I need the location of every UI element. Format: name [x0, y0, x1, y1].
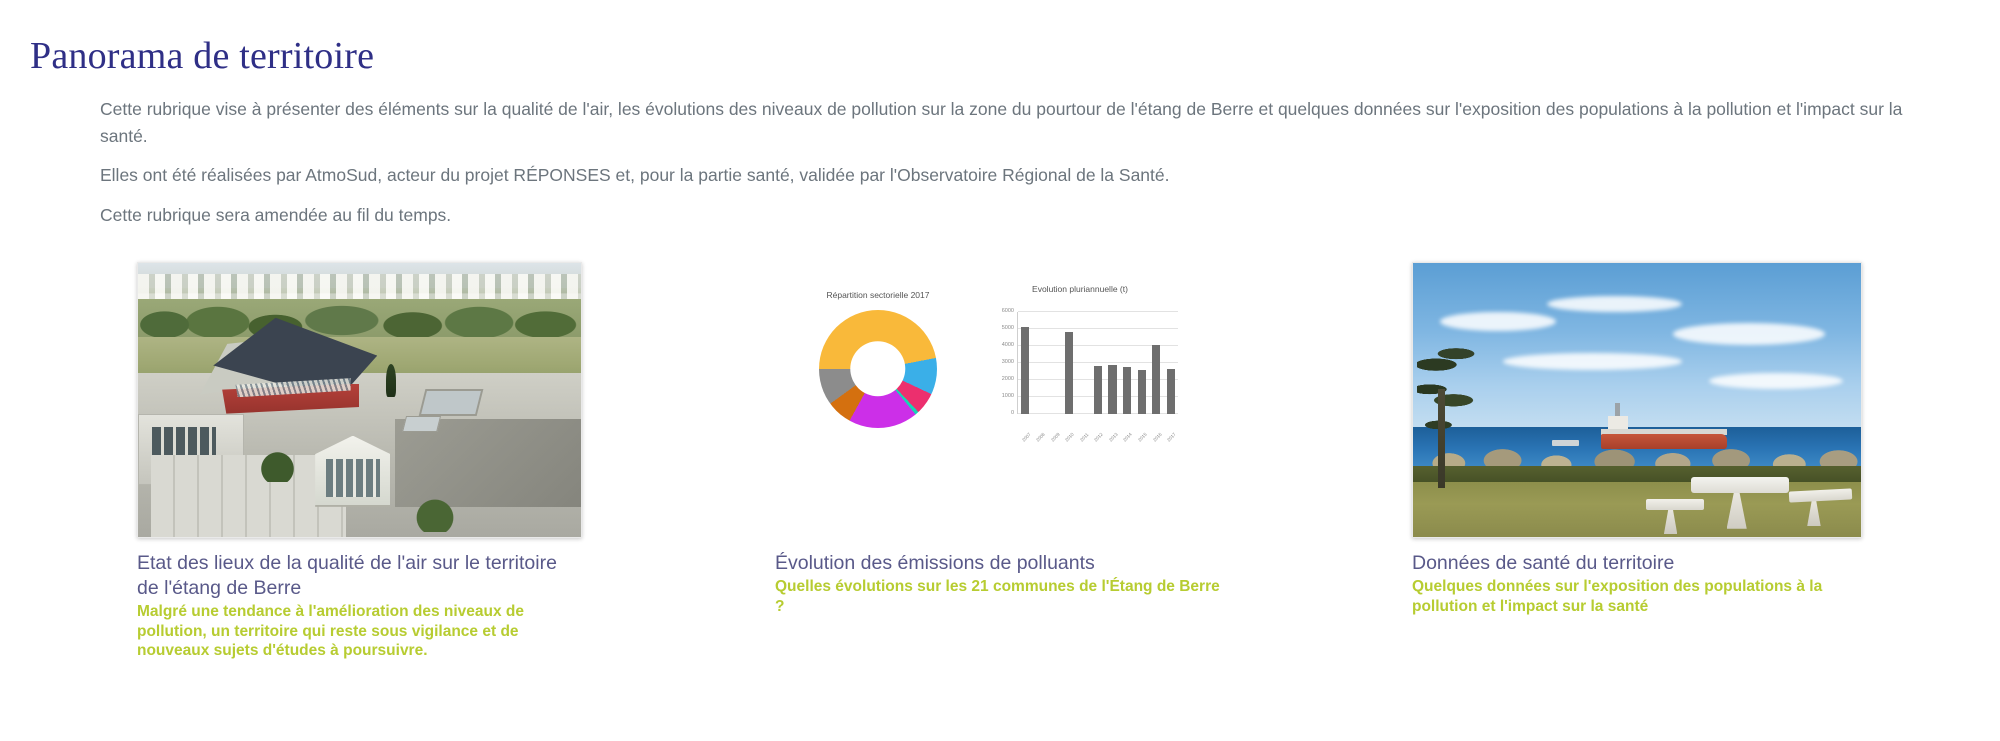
- card-grid: Etat des lieux de la qualité de l'air su…: [0, 262, 2000, 682]
- donut-ring: [819, 310, 937, 428]
- donut-chart: [819, 310, 937, 428]
- y-axis-tick-label: 1000: [1001, 393, 1014, 400]
- card-image-charts[interactable]: Répartition sectorielle 2017 Evolution p…: [775, 262, 1220, 538]
- photo-cloud: [1547, 295, 1682, 313]
- gridline: 4000: [1002, 342, 1178, 348]
- card-subtitle: Malgré une tendance à l'amélioration des…: [137, 602, 525, 660]
- y-axis-tick-label: 6000: [1001, 308, 1014, 314]
- x-axis-tick-label: 2016: [1151, 431, 1163, 443]
- card-image-seascape[interactable]: [1412, 262, 1862, 538]
- photo-skylight: [418, 389, 483, 417]
- intro-section: Cette rubrique vise à présenter des élém…: [100, 96, 1930, 228]
- card-subtitle: Quelques données sur l'exposition des po…: [1412, 577, 1823, 615]
- photo-shrub: [257, 449, 298, 483]
- gridline: 6000: [1002, 308, 1178, 314]
- x-axis-tick-label: 2015: [1136, 431, 1148, 443]
- y-axis-tick-label: 0: [1010, 410, 1014, 416]
- card-etat-des-lieux[interactable]: Etat des lieux de la qualité de l'air su…: [137, 262, 582, 661]
- gridline: 5000: [1002, 325, 1178, 331]
- bar: [1021, 327, 1030, 414]
- intro-paragraph-1: Cette rubrique vise à présenter des élém…: [100, 99, 1903, 146]
- bar-chart: 0 1000 2000 3000 4000 5000 6000 2007 2008 2009 201…: [985, 306, 1180, 446]
- photo-shrub: [412, 495, 457, 532]
- photo-ship-mast: [1614, 402, 1620, 420]
- photo-sky: [1413, 263, 1861, 433]
- bar: [1152, 345, 1161, 414]
- card-subtitle: Quelles évolutions sur les 21 communes d…: [775, 577, 1220, 615]
- x-axis-tick-label: 2013: [1107, 431, 1119, 443]
- donut-chart-title: Répartition sectorielle 2017: [826, 290, 930, 300]
- x-axis-tick-label: 2010: [1064, 431, 1076, 443]
- photo-skylight: [401, 416, 442, 433]
- bar: [1166, 368, 1175, 414]
- photo-cloud: [1708, 372, 1844, 390]
- photo-picnic-table: [1690, 476, 1790, 494]
- photo-cloud: [1672, 323, 1826, 346]
- photo-treeline: [138, 298, 581, 343]
- charts-figure: Répartition sectorielle 2017 Evolution p…: [775, 262, 1220, 538]
- x-axis-tick-label: 2012: [1093, 431, 1105, 443]
- card-title[interactable]: Etat des lieux de la qualité de l'air su…: [137, 552, 557, 599]
- x-axis-tick-label: 2007: [1020, 431, 1032, 443]
- x-axis-tick-label: 2011: [1078, 432, 1090, 443]
- photo-cypress-tree: [386, 364, 396, 398]
- aerial-building-photo: [138, 263, 581, 537]
- bar: [1137, 369, 1146, 414]
- photo-palm-trunk: [1437, 389, 1445, 488]
- intro-paragraph-2: Elles ont été réalisées par AtmoSud, act…: [100, 165, 1170, 186]
- bar: [1064, 332, 1073, 414]
- photo-cloud: [1502, 353, 1682, 370]
- photo-bench: [1645, 498, 1705, 510]
- intro-paragraph-3: Cette rubrique sera amendée au fil du te…: [100, 204, 452, 225]
- x-axis-tick-label: 2008: [1035, 431, 1046, 443]
- bar: [1123, 367, 1132, 414]
- y-axis-tick-label: 3000: [1001, 359, 1014, 365]
- bar-chart-title: Evolution pluriannuelle (t): [1032, 284, 1128, 294]
- x-axis-tick-label: 2009: [1049, 431, 1061, 443]
- photo-cloud: [1439, 312, 1557, 332]
- y-axis-tick-label: 5000: [1001, 325, 1014, 331]
- x-axis-tick-label: 2017: [1166, 431, 1177, 443]
- bar: [1093, 365, 1103, 414]
- card-donnees-sante[interactable]: Données de santé du territoire Quelques …: [1412, 262, 1862, 616]
- bar: [1108, 365, 1117, 414]
- card-image-aerial-building[interactable]: [137, 262, 582, 538]
- card-title[interactable]: Évolution des émissions de polluants: [775, 552, 1095, 574]
- card-evolution-emissions[interactable]: Répartition sectorielle 2017 Evolution p…: [775, 262, 1220, 616]
- photo-ship-deck: [1601, 429, 1727, 435]
- page-title: Panorama de territoire: [30, 35, 375, 78]
- card-body: Évolution des émissions de polluants Que…: [775, 538, 1220, 616]
- photo-paved-courtyard: [151, 454, 347, 537]
- card-title[interactable]: Données de santé du territoire: [1412, 552, 1675, 574]
- bar-chart-plot-area: 0 1000 2000 3000 4000 5000 6000 2007 2008 2009 201…: [1002, 308, 1178, 443]
- y-axis-tick-label: 4000: [1001, 342, 1014, 349]
- card-body: Données de santé du territoire Quelques …: [1412, 538, 1862, 616]
- gridline: 3000: [1002, 359, 1178, 365]
- x-axis-tick-label: 2014: [1122, 431, 1134, 443]
- card-body: Etat des lieux de la qualité de l'air su…: [137, 538, 582, 661]
- y-axis-tick-label: 2000: [1001, 376, 1014, 383]
- photo-right-roof: [394, 419, 581, 507]
- photo-palm-foliage: [1417, 339, 1481, 477]
- seascape-photo: [1413, 263, 1861, 537]
